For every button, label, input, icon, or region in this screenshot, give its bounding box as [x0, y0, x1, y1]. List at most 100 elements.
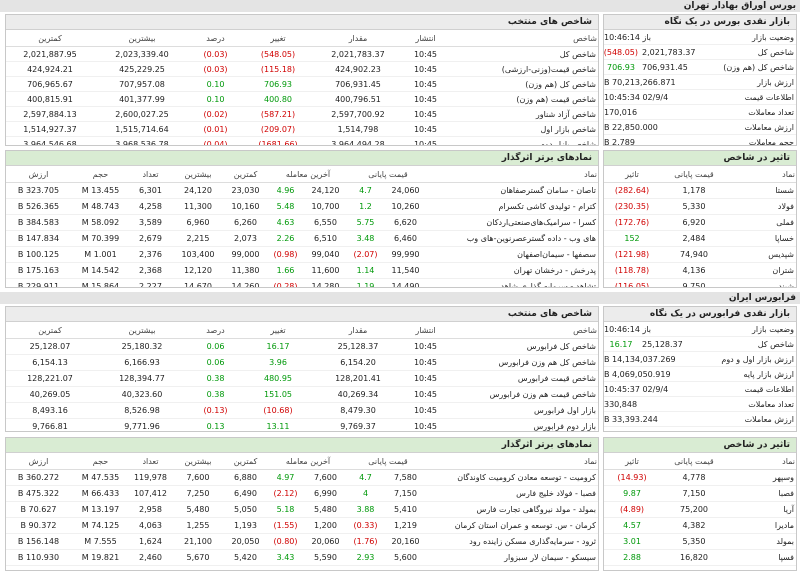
table-cell: 6,880: [222, 469, 268, 486]
panel-title: نمادهای برتر اثرگذار: [6, 151, 598, 166]
table-row: های وب - داده گسترعصرنوین-های وب 6,460 3.4…: [6, 230, 598, 247]
data-table: نماد قیمت پایانی آخرین معامله کمترین بیشترین…: [6, 453, 598, 570]
table-cell: 480.95: [243, 370, 313, 387]
header-row: شاخص انتشار مقدار تغییر درصد بیشترین کمترین: [6, 322, 598, 339]
table-row: مادیرا 4,382 4.57: [604, 517, 796, 534]
table-cell: 5,480: [302, 501, 348, 518]
table-cell: 3.48: [347, 230, 383, 247]
table-row: اطلاعات قیمت 02/9/4 10:45:37: [604, 381, 796, 397]
table-cell: بساما: [726, 565, 796, 570]
table-row: تاصان - سامان گسترصفاهان 24,060 4.7 24,120 4…: [6, 182, 598, 199]
table-cell: ارزش معاملات: [718, 119, 796, 135]
table-row: شاخص کل 2,021,783.37 (548.05): [604, 44, 796, 60]
table-row: ارزش بازار 70,213,266.871 B: [604, 74, 796, 90]
column-header: بیشترین: [96, 30, 188, 47]
table-cell: اطلاعات قیمت: [718, 89, 796, 105]
table-row: وسپهر 4,778 (14.93): [604, 469, 796, 486]
column-header: قیمت پایانی: [662, 166, 726, 183]
table-cell: ارزش بازار پایه: [718, 366, 796, 382]
table-cell: 25,180.32: [96, 338, 188, 355]
table-row: بمولد - مولد نیروگاهی تجارت فارس 5,410 3.8…: [6, 501, 598, 518]
table-row: شپدیس 74,940 (121.98): [604, 246, 796, 263]
table-cell: شاخص کل: [448, 46, 598, 62]
table-cell: (1.55): [267, 517, 303, 534]
column-header: قیمت پایانی: [662, 453, 726, 470]
table-cell: 10,160: [222, 198, 268, 215]
table-cell: شاخص بازار اول: [448, 121, 598, 137]
table-cell: شاخص بازار دوم: [448, 136, 598, 145]
table-cell: شاخص کل فرابورس: [448, 338, 598, 355]
table-row: سیسکو - سیمان لار سبزوار 5,600 2.93 5,590 3.…: [6, 549, 598, 566]
table-cell: 15.864 M: [72, 278, 128, 287]
column-header: نماد: [428, 453, 598, 470]
table-row: شستا 1,178 (282.64): [604, 182, 796, 199]
table-cell: 4.404 M: [72, 565, 128, 570]
table-cell: شاخص کل: [718, 44, 796, 60]
table-cell: 4.7: [347, 469, 383, 486]
table-row: فصبا - فولاد خلیج فارس 7,150 4 6,990 (2.12) 6…: [6, 485, 598, 502]
panel-title: تاثیر در شاخص: [604, 151, 796, 166]
table-cell: فصبا - فولاد خلیج فارس: [428, 485, 598, 502]
table-cell: 706.93: [604, 59, 640, 75]
table-cell: 2,227: [127, 278, 173, 287]
table-cell: 5.48: [267, 198, 303, 215]
table-cell: 4,063: [127, 517, 173, 534]
table-row: کترام - تولیدی کاشی تکسرام 10,260 1.2 10,70…: [6, 198, 598, 215]
table-cell: 40,323.60: [96, 386, 188, 403]
table-row: شاخص قیمت فرابورس 10:45 128,201.41 480.95 0.…: [6, 370, 598, 387]
panel-title: بازار نقدی بورس در یک نگاه: [604, 15, 796, 30]
table-cell: 706,965.67: [6, 76, 96, 92]
column-header: نماد: [428, 166, 598, 183]
table-cell: 10:45: [403, 106, 448, 122]
table-cell: وضعیت بازار: [718, 30, 796, 45]
table-cell: 2,073: [222, 230, 268, 247]
indices-panel: شاخص های منتخب شاخص انتشار مقدار تغییر درصد بی…: [5, 14, 599, 146]
table-cell: 3,589: [127, 214, 173, 231]
table-cell: تشاهد - سرمایه گذاری شاهد: [428, 278, 598, 287]
table-cell: 10:45: [403, 418, 448, 431]
table-cell: 1,371: [127, 565, 173, 570]
table-cell: 526.365 B: [6, 198, 73, 215]
column-header: کمترین: [6, 30, 96, 47]
table-cell: 16,820: [662, 549, 726, 566]
column-header: قیمت پایانی: [347, 166, 428, 183]
header-row: نماد قیمت پایانی آخرین معامله کمترین بیشترین…: [6, 166, 598, 183]
table-cell: 2.22: [604, 565, 662, 570]
table-cell: 229.911 B: [6, 278, 73, 287]
table-cell: (548.05): [604, 44, 640, 60]
table-cell: 1.66: [267, 262, 303, 279]
column-header: انتشار: [403, 30, 448, 47]
table-cell: 2,376: [127, 246, 173, 263]
table-cell: (1.76): [347, 533, 383, 550]
table-cell: 5,420: [222, 549, 268, 566]
table-cell: 2,600,027.25: [96, 106, 188, 122]
table-cell: 99,000: [222, 246, 268, 263]
table-cell: رفجر - کشاورزی و دامپروری فجر اصفهان: [428, 565, 598, 570]
table-cell: 47.535 M: [72, 469, 128, 486]
table-cell: 13.11: [243, 418, 313, 431]
table-cell: 10:45: [403, 338, 448, 355]
table-cell: 151.05: [243, 386, 313, 403]
table-cell: 128,221.07: [6, 370, 96, 387]
table-cell: 14,670: [172, 278, 223, 287]
panel-title: تاثیر در شاخص: [604, 438, 796, 453]
table-cell: 128,201.41: [313, 370, 403, 387]
table-cell: 8,493.16: [6, 402, 96, 419]
column-header: انتشار: [403, 322, 448, 339]
table-cell: باز 10:46:14: [604, 30, 718, 45]
table-cell: 20,300: [383, 565, 428, 570]
table-cell: 10:45: [403, 76, 448, 92]
table-cell: 2,021,887.95: [6, 46, 96, 62]
table-cell: (548.05): [243, 46, 313, 62]
table-row: رفجر - کشاورزی و دامپروری فجر اصفهان20,3…: [6, 565, 598, 570]
table-cell: 6,920: [662, 214, 726, 231]
table-cell: 75,200: [662, 501, 726, 518]
table-cell: 107,412: [127, 485, 173, 502]
table-cell: 2,597,884.13: [6, 106, 96, 122]
table-cell: 9,750: [662, 278, 726, 287]
table-cell: (10.68): [243, 402, 313, 419]
overview-panel: بازار نقدی فرابورس در یک نگاه وضعیت بازار…: [603, 306, 797, 432]
column-header: شاخص: [448, 30, 598, 47]
table-cell: (1681.66): [243, 136, 313, 145]
